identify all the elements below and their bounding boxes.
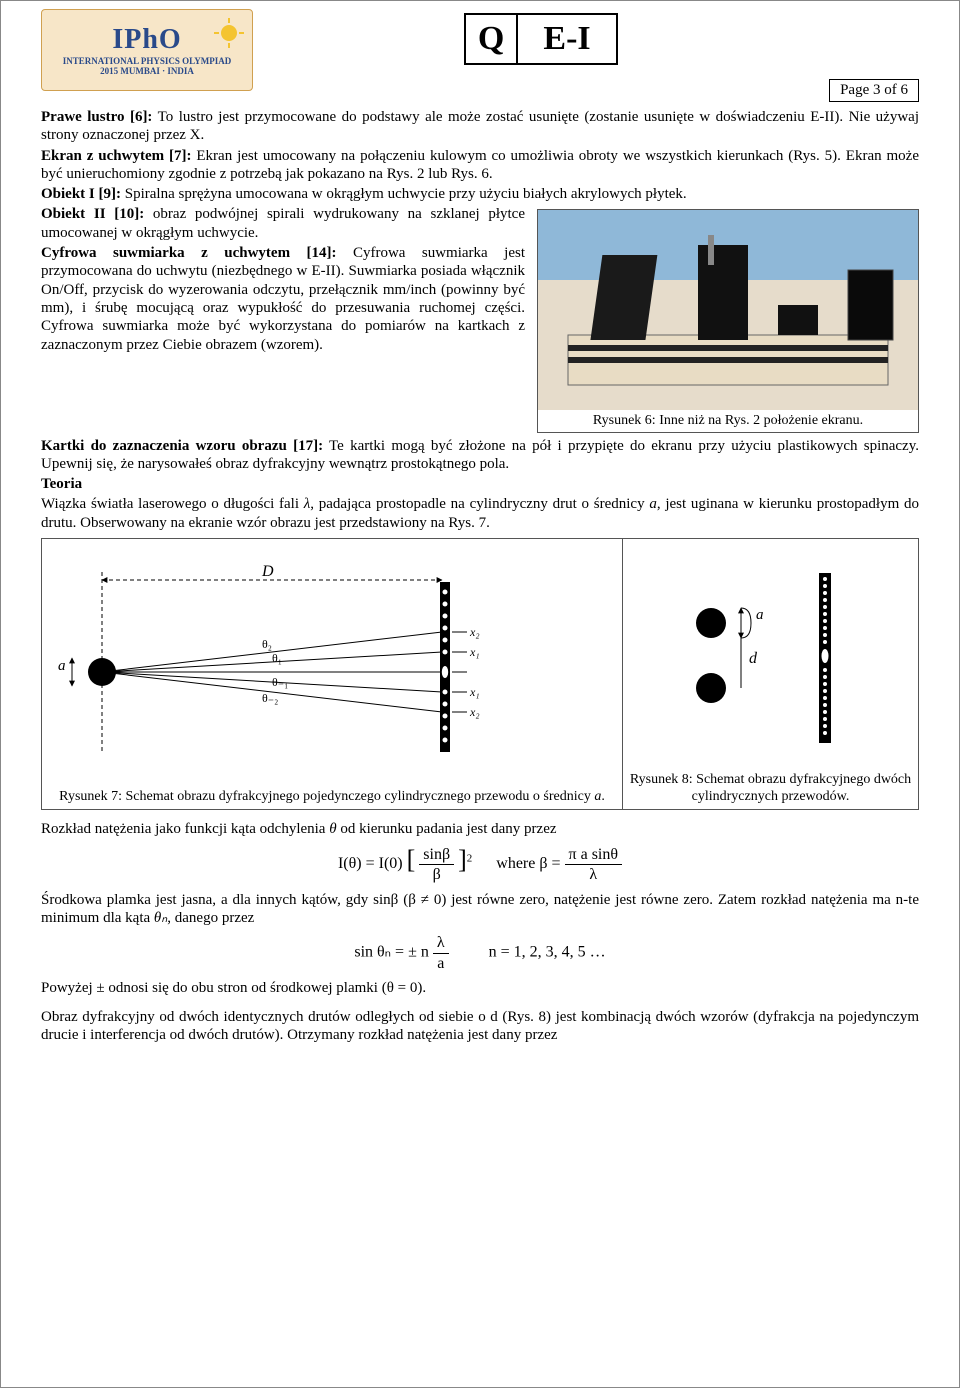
para-obj1: Obiekt I [9]: Spiralna sprężyna umocowan… — [41, 185, 919, 203]
q-code: E-I — [518, 15, 616, 63]
fig7-D-label: D — [261, 563, 274, 580]
fig7-x1b: x₁ — [469, 685, 480, 699]
logo-line1: INTERNATIONAL PHYSICS OLYMPIAD — [63, 56, 232, 66]
fig8-d: d — [749, 650, 758, 667]
two-wire-para: Obraz dyfrakcyjny od dwóch identycznych … — [41, 1008, 919, 1045]
figure-8-diagram: a d — [641, 553, 901, 753]
figure-7-diagram: D a θ₂ θ₁ — [52, 562, 612, 762]
pm-line: Powyżej ± odnosi się do obu stron od śro… — [41, 979, 919, 997]
label-mirror: Prawe lustro [6]: — [41, 109, 152, 125]
figure-7-caption: Rysunek 7: Schemat obrazu dyfrakcyjnego … — [42, 784, 622, 809]
page-number: Page 3 of 6 — [829, 79, 919, 102]
figure-8-caption: Rysunek 8: Schemat obrazu dyfrakcyjnego … — [623, 767, 918, 809]
theory-heading: Teoria — [41, 475, 919, 493]
body-text: Prawe lustro [6]: To lustro jest przymoc… — [41, 108, 919, 1044]
fig7-x1: x₁ — [469, 645, 480, 659]
apparatus-icon — [548, 215, 908, 405]
equation-minimum: sin θₙ = ± n λa n = 1, 2, 3, 4, 5 … — [41, 933, 919, 973]
theory-p1: Wiązka światła laserowego o długości fal… — [41, 495, 919, 532]
fig7-thetam2: θ₋₂ — [262, 691, 278, 705]
figure-6-caption: Rysunek 6: Inne niż na Rys. 2 położenie … — [538, 410, 918, 431]
fig7-thetam1: θ₋₁ — [272, 675, 288, 689]
fig7-theta2: θ₂ — [262, 637, 272, 651]
figure-7: D a θ₂ θ₁ — [42, 539, 623, 809]
para-sheets: Kartki do zaznaczenia wzoru obrazu [17]:… — [41, 437, 919, 474]
fig7-x2b: x₂ — [469, 705, 480, 719]
olympiad-logo: IPhO INTERNATIONAL PHYSICS OLYMPIAD 2015… — [41, 9, 253, 91]
fig7-theta1: θ₁ — [272, 651, 282, 665]
label-obj2: Obiekt II [10]: — [41, 206, 144, 222]
central-line: Środkowa plamka jest jasna, a dla innych… — [41, 891, 919, 928]
sun-icon — [214, 18, 244, 48]
fig7-x2a: x₂ — [469, 625, 480, 639]
label-vernier: Cyfrowa suwmiarka z uchwytem [14]: — [41, 245, 337, 261]
figure-row-7-8: D a θ₂ θ₁ — [41, 538, 919, 810]
para-screen: Ekran z uchwytem [7]: Ekran jest umocowa… — [41, 147, 919, 184]
header: IPhO INTERNATIONAL PHYSICS OLYMPIAD 2015… — [41, 9, 919, 102]
logo-line2: 2015 MUMBAI · INDIA — [100, 66, 194, 76]
figure-8: a d — [623, 539, 918, 809]
intensity-line: Rozkład natężenia jako funkcji kąta odch… — [41, 820, 919, 838]
q-letter: Q — [466, 15, 518, 63]
para-mirror: Prawe lustro [6]: To lustro jest przymoc… — [41, 108, 919, 145]
fig7-a-label: a — [58, 658, 66, 674]
figure-6: Rysunek 6: Inne niż na Rys. 2 położenie … — [537, 209, 919, 432]
equation-intensity: I(θ) = I(0) [ sinββ ]2 where β = π a sin… — [41, 844, 919, 884]
fig8-a: a — [756, 607, 764, 623]
label-obj1: Obiekt I [9]: — [41, 186, 121, 202]
label-screen: Ekran z uchwytem [7]: — [41, 148, 192, 164]
question-code-box: Q E-I — [464, 13, 618, 65]
figure-6-photo — [538, 210, 918, 410]
logo-title: IPhO — [112, 24, 181, 56]
label-sheets: Kartki do zaznaczenia wzoru obrazu [17]: — [41, 438, 323, 454]
